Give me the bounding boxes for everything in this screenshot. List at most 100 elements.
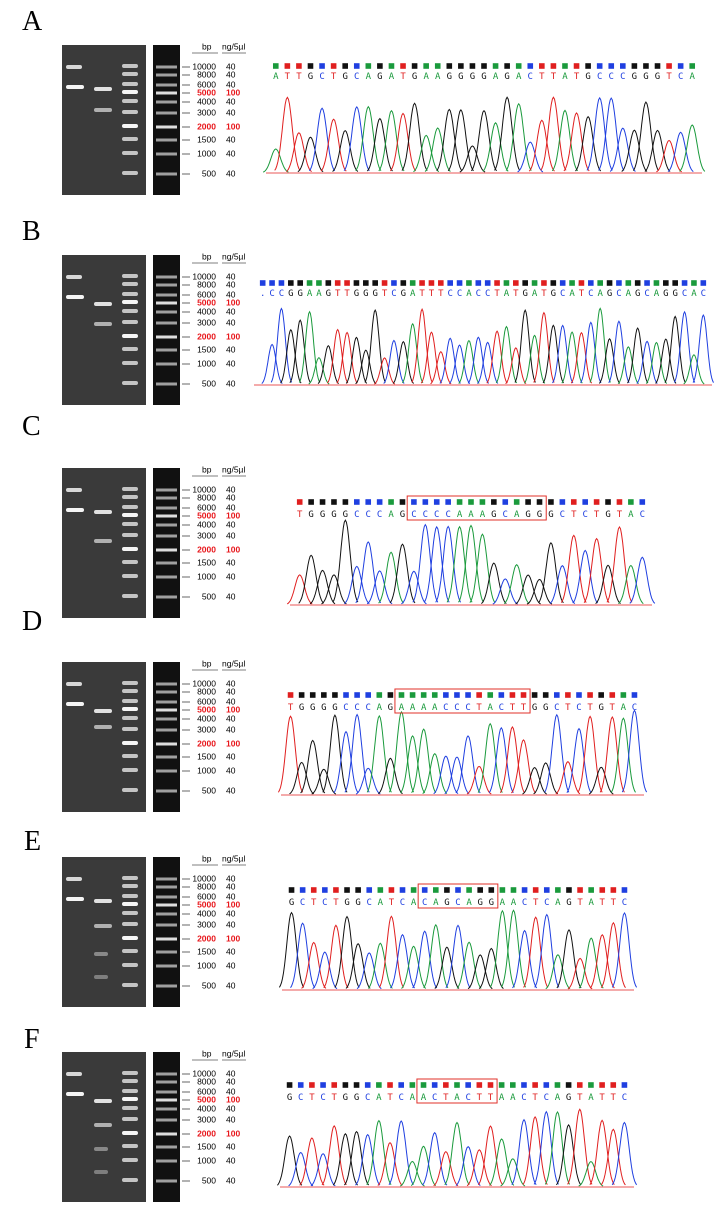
base-marker — [582, 499, 588, 505]
base-marker — [631, 692, 638, 698]
trace-peak — [285, 132, 312, 172]
trace-peak — [301, 941, 327, 989]
ladder-unit: bp — [202, 41, 212, 51]
trace-peak — [356, 952, 382, 990]
base-marker — [399, 499, 406, 505]
base-marker — [400, 63, 406, 69]
ladder-amount: 40 — [226, 1086, 236, 1096]
ladder-amount: 40 — [226, 751, 236, 761]
ladder-band — [156, 172, 177, 176]
base-marker — [307, 63, 314, 69]
base-marker — [342, 63, 348, 69]
base-marker — [409, 1082, 416, 1088]
gel-band — [122, 1178, 138, 1182]
gel-band — [122, 741, 138, 745]
base-marker — [433, 499, 440, 505]
trace-peak — [567, 957, 593, 990]
trace-peak — [467, 954, 493, 990]
ladder-amount: 100 — [226, 1094, 240, 1104]
gel-band — [122, 274, 138, 278]
trace-peak — [477, 722, 503, 793]
trace-peak — [270, 307, 293, 383]
base-marker — [588, 1082, 594, 1088]
gel-band — [66, 1072, 82, 1076]
trace-peak — [445, 924, 471, 989]
ladder-band — [156, 923, 177, 927]
gel-band — [122, 1144, 138, 1148]
ladder-band — [156, 1132, 177, 1136]
ladder-amount: 100 — [226, 704, 240, 714]
trace-peak — [495, 325, 518, 384]
ladder-strip — [153, 857, 180, 1007]
base-marker — [555, 887, 561, 893]
base-marker — [525, 499, 531, 505]
base-marker — [284, 63, 291, 69]
ladder-size: 1000 — [197, 148, 216, 158]
base-marker — [566, 887, 572, 893]
ladder-band — [156, 789, 177, 793]
base-marker — [588, 887, 594, 893]
base-marker — [644, 280, 650, 286]
base-marker — [355, 887, 361, 893]
base-marker — [539, 63, 545, 69]
base-marker — [431, 1082, 438, 1088]
base-marker — [387, 692, 394, 698]
trace-peak — [636, 340, 658, 384]
ladder-amount: 40 — [226, 484, 236, 494]
base-marker — [513, 499, 520, 505]
ladder-size: 8000 — [197, 492, 216, 502]
ladder-band — [156, 293, 177, 297]
trace-peak — [466, 765, 492, 795]
trace-peak — [444, 1121, 470, 1186]
ladder-amount: 40 — [226, 1103, 236, 1113]
base-marker — [620, 63, 626, 69]
trace-peak — [377, 757, 403, 795]
base-marker — [319, 499, 326, 505]
base-marker — [477, 887, 483, 893]
ladder-band — [156, 321, 177, 325]
ladder-amount: 40 — [226, 1155, 236, 1165]
gel-band — [122, 151, 138, 155]
ladder-amount: 40 — [226, 571, 236, 581]
trace-peak — [262, 148, 289, 173]
gel-band — [122, 309, 138, 313]
trace-peak — [595, 564, 621, 604]
trace-peak — [538, 541, 564, 604]
ladder-amount: 100 — [226, 331, 240, 341]
trace-peak — [378, 915, 404, 988]
ladder-size: 6000 — [197, 502, 216, 512]
ladder-unit: bp — [202, 1048, 212, 1058]
trace-peak — [544, 713, 570, 793]
ladder-amount: 40 — [226, 502, 236, 512]
trace-peak — [545, 954, 571, 990]
trace-peak — [470, 109, 498, 172]
trace-peak — [355, 541, 382, 604]
base-marker — [431, 692, 438, 698]
gel-band — [122, 594, 138, 598]
base-marker — [562, 63, 568, 69]
trace-peak — [533, 1110, 559, 1185]
gel-band — [122, 334, 138, 338]
base-marker — [609, 692, 616, 698]
ladder-band — [156, 682, 177, 686]
trace-peak — [515, 574, 541, 605]
base-marker — [504, 63, 510, 69]
trace-peak — [322, 714, 348, 793]
ladder-amount-unit: ng/5µl — [222, 464, 245, 474]
ladder-amount: 40 — [226, 306, 236, 316]
base-marker — [681, 280, 688, 286]
gel-band — [122, 1158, 138, 1162]
gel-band — [94, 899, 112, 903]
base-marker — [573, 63, 580, 69]
base-marker — [344, 280, 350, 286]
trace-peak — [555, 761, 581, 795]
trace-peak — [575, 115, 602, 172]
ladder-size: 6000 — [197, 1086, 216, 1096]
ladder-amount: 40 — [226, 765, 236, 775]
base-marker — [372, 280, 378, 286]
base-marker — [559, 280, 566, 286]
base-marker — [320, 1082, 326, 1088]
ladder-amount: 40 — [226, 591, 236, 601]
trace-peak — [505, 347, 527, 385]
